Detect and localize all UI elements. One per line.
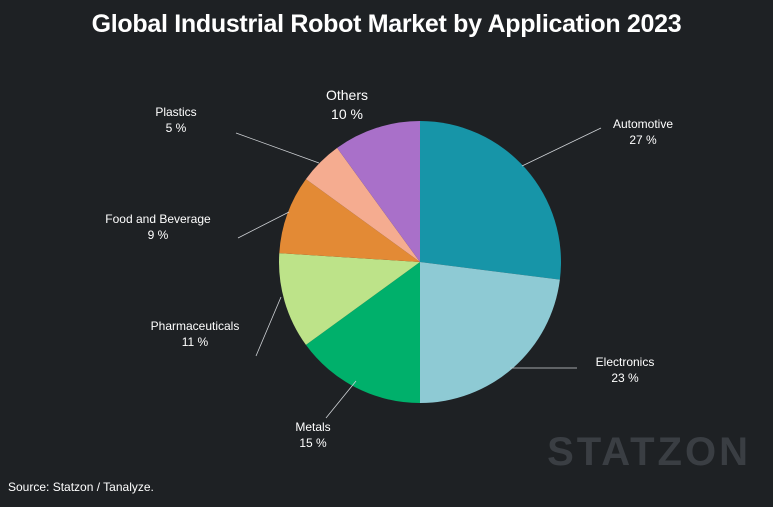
leader-lines (235, 127, 602, 419)
pie-slices (279, 121, 562, 403)
slice-label: Automotive (613, 117, 673, 131)
pie-slice-food-and-beverage (279, 179, 420, 262)
watermark-logo: STATZON (547, 430, 751, 474)
slice-value-label: 9 % (148, 228, 169, 242)
source-note: Source: Statzon / Tanalyze. (8, 480, 154, 494)
slice-label: Pharmaceuticals (151, 319, 240, 333)
leader-line (325, 380, 357, 419)
slice-label: Plastics (155, 105, 196, 119)
leader-line (521, 127, 602, 167)
slice-value-label: 27 % (629, 133, 657, 147)
pie-slice-pharmaceuticals (279, 253, 420, 345)
slice-label: Others (326, 87, 368, 103)
leader-line (237, 211, 290, 239)
slice-label: Food and Beverage (105, 212, 211, 226)
chart-title: Global Industrial Robot Market by Applic… (91, 10, 682, 38)
slice-value-label: 23 % (611, 371, 639, 385)
pie-slice-electronics (420, 262, 560, 403)
slice-label: Electronics (596, 355, 655, 369)
pie-slice-metals (305, 262, 420, 403)
slice-value-label: 11 % (182, 335, 209, 349)
leader-line (255, 296, 282, 357)
slice-labels: Automotive 27 % Electronics 23 % Metals 15 % P… (105, 87, 673, 450)
pie-slice-automotive (420, 121, 562, 280)
pie-slice-plastics (305, 147, 420, 262)
slice-value-label: 5 % (166, 121, 187, 135)
slice-value-label: 10 % (331, 106, 363, 122)
slice-value-label: 15 % (299, 436, 327, 450)
pie-slice-others (337, 121, 420, 262)
leader-line (235, 132, 320, 164)
slice-label: Metals (295, 420, 330, 434)
